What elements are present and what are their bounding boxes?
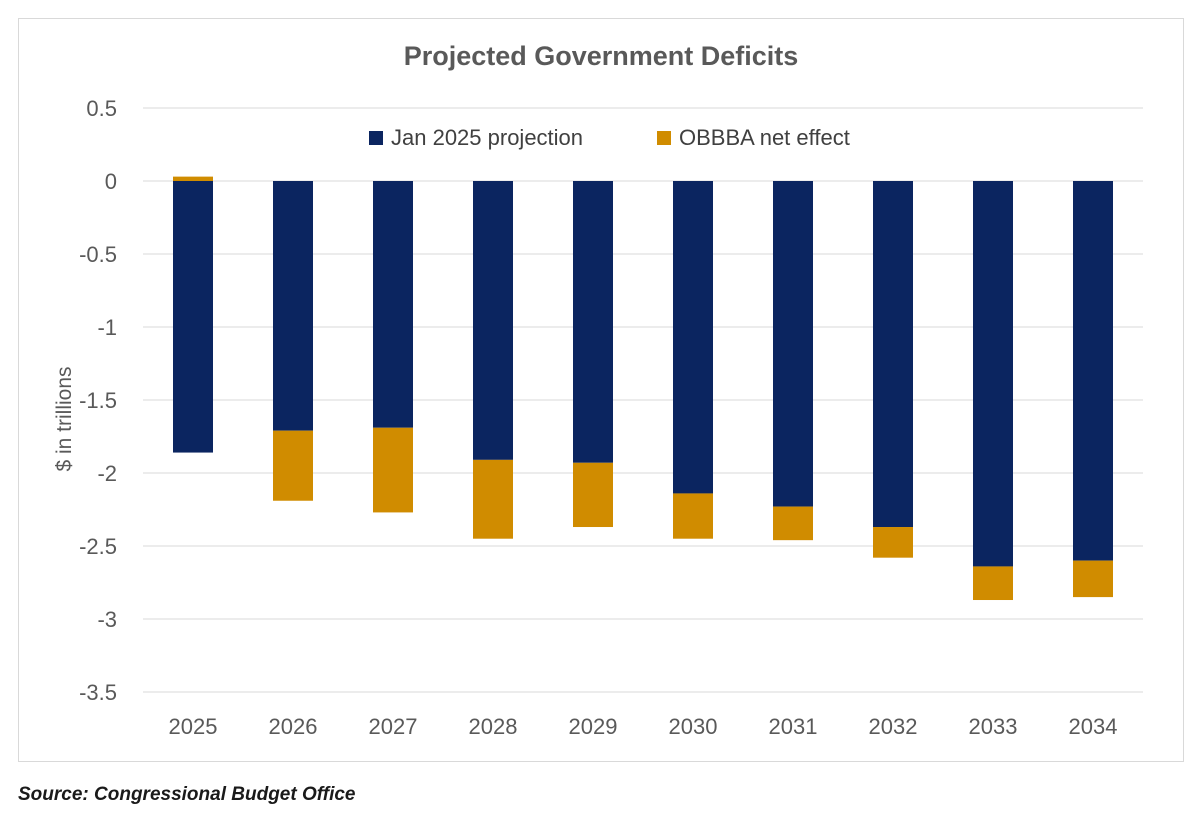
bar-jan-2025-2026 bbox=[273, 181, 313, 431]
bar-obbba-2030 bbox=[673, 493, 713, 539]
y-axis-label: $ in trillions bbox=[53, 366, 76, 471]
x-axis-ticks: 2025 2026 2027 2028 2029 2030 2031 2032 2033 2034 bbox=[169, 714, 1118, 739]
x-tick-label: 2031 bbox=[769, 714, 818, 739]
bar-obbba-2032 bbox=[873, 527, 913, 558]
bar-jan-2025-2029 bbox=[573, 181, 613, 463]
x-tick-label: 2025 bbox=[169, 714, 218, 739]
x-tick-label: 2032 bbox=[869, 714, 918, 739]
chart-title: Projected Government Deficits bbox=[404, 41, 799, 71]
bar-obbba-2025 bbox=[173, 176, 213, 181]
y-tick-label: 0 bbox=[105, 169, 117, 194]
bar-jan-2025-2031 bbox=[773, 181, 813, 507]
y-tick-label: -3 bbox=[97, 607, 117, 632]
legend-label-obbba: OBBBA net effect bbox=[679, 125, 850, 150]
y-tick-label: 0.5 bbox=[86, 96, 117, 121]
y-tick-label: -3.5 bbox=[79, 680, 117, 705]
legend-label-jan-2025: Jan 2025 projection bbox=[391, 125, 583, 150]
x-tick-label: 2030 bbox=[669, 714, 718, 739]
x-tick-label: 2026 bbox=[269, 714, 318, 739]
bar-obbba-2028 bbox=[473, 459, 513, 539]
bars bbox=[173, 176, 1113, 601]
legend-swatch-jan-2025 bbox=[369, 131, 383, 145]
y-axis-ticks: 0.5 0 -0.5 -1 -1.5 -2 -2.5 -3 -3.5 bbox=[79, 96, 117, 705]
bar-obbba-2026 bbox=[273, 430, 313, 501]
bar-jan-2025-2030 bbox=[673, 181, 713, 494]
bar-jan-2025-2033 bbox=[973, 181, 1013, 567]
bar-jan-2025-2028 bbox=[473, 181, 513, 460]
chart-frame: Projected Government Deficits 0.5 0 -0.5 -1… bbox=[18, 18, 1184, 762]
y-tick-label: -2 bbox=[97, 461, 117, 486]
y-tick-label: -0.5 bbox=[79, 242, 117, 267]
bar-jan-2025-2034 bbox=[1073, 181, 1113, 561]
legend: Jan 2025 projection OBBBA net effect bbox=[369, 125, 850, 150]
bar-obbba-2033 bbox=[973, 566, 1013, 601]
bar-jan-2025-2027 bbox=[373, 181, 413, 428]
bar-obbba-2034 bbox=[1073, 560, 1113, 598]
x-tick-label: 2034 bbox=[1069, 714, 1118, 739]
deficit-chart: Projected Government Deficits 0.5 0 -0.5 -1… bbox=[53, 41, 1143, 739]
bar-jan-2025-2032 bbox=[873, 181, 913, 528]
bar-obbba-2029 bbox=[573, 462, 613, 528]
x-tick-label: 2033 bbox=[969, 714, 1018, 739]
legend-swatch-obbba bbox=[657, 131, 671, 145]
x-tick-label: 2027 bbox=[369, 714, 418, 739]
x-tick-label: 2029 bbox=[569, 714, 618, 739]
y-tick-label: -2.5 bbox=[79, 534, 117, 559]
source-note: Source: Congressional Budget Office bbox=[18, 784, 356, 805]
x-tick-label: 2028 bbox=[469, 714, 518, 739]
bar-obbba-2031 bbox=[773, 506, 813, 541]
y-tick-label: -1 bbox=[97, 315, 117, 340]
bar-jan-2025-2025 bbox=[173, 181, 213, 453]
bar-obbba-2027 bbox=[373, 427, 413, 513]
y-tick-label: -1.5 bbox=[79, 388, 117, 413]
